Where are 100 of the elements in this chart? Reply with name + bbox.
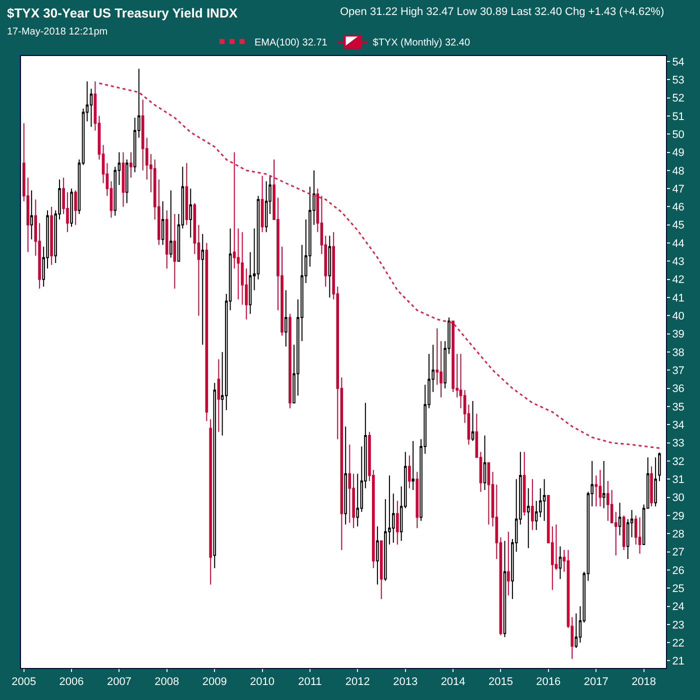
y-tick-label: 30	[672, 492, 684, 504]
x-tick-label: 2011	[298, 676, 322, 688]
y-tick-label: 32	[672, 456, 684, 468]
y-tick-label: 29	[672, 510, 684, 522]
y-tick-label: 52	[672, 92, 684, 105]
y-tick-label: 46	[672, 202, 684, 214]
x-tick-label: 2007	[106, 676, 132, 688]
candlestick	[503, 540, 506, 638]
y-tick-label: 45	[672, 220, 684, 232]
candlestick	[344, 426, 347, 526]
y-tick-label: 42	[672, 274, 684, 286]
y-tick-label: 44	[672, 238, 684, 250]
x-tick-label: 2010	[250, 676, 275, 688]
y-tick-label: 22	[672, 637, 684, 650]
y-tick-label: 27	[672, 546, 684, 559]
candlestick	[260, 175, 264, 233]
candlestick	[74, 190, 77, 226]
candlestick	[50, 206, 53, 266]
y-tick-label: 36	[672, 383, 684, 396]
y-tick-label: 31	[672, 474, 684, 486]
line-series	[98, 82, 660, 449]
x-tick-label: 2017	[584, 676, 608, 688]
legend-label: EMA(100) 32.71	[254, 37, 328, 48]
candlestick	[209, 418, 212, 585]
candlestick	[622, 514, 626, 550]
y-tick-label: 37	[672, 365, 684, 378]
candlestick	[658, 452, 661, 482]
candlestick	[606, 480, 610, 522]
text: Open 31.22 High 32.47 Low 30.89 Last 32.40 Chg +1.43 (+4.62%)	[340, 6, 664, 18]
y-tick-label: 21	[672, 656, 684, 668]
y-tick-label: 38	[672, 346, 684, 359]
y-tick-label: 39	[672, 328, 684, 341]
candlestick	[217, 358, 220, 432]
candlestick	[376, 526, 379, 585]
candlestick	[122, 152, 125, 208]
candlestick	[284, 290, 288, 348]
x-tick-label: 2018	[632, 676, 656, 688]
candlestick	[483, 435, 486, 491]
y-tick-label: 40	[672, 310, 684, 323]
chart-title: $TYX 30-Year US Treasury Yield INDX	[7, 6, 238, 20]
candlestick	[531, 478, 534, 530]
candlestick	[507, 531, 510, 596]
candlestick	[638, 516, 642, 554]
candlestick	[618, 502, 622, 536]
y-tick-label: 50	[672, 128, 684, 141]
candlestick	[654, 456, 657, 507]
candlestick	[396, 500, 399, 546]
candlestick	[416, 471, 419, 529]
candlestick	[526, 488, 530, 549]
candlestick	[650, 466, 653, 507]
legend-label: $TYX (Monthly) 32.40	[372, 37, 470, 48]
y-tick-label: 28	[672, 528, 684, 540]
candlestick	[602, 460, 606, 509]
candlestick	[522, 451, 526, 516]
x-tick-label: 2009	[202, 676, 227, 688]
y-tick-label: 41	[672, 292, 684, 304]
candlestick	[169, 190, 172, 258]
candlestick	[30, 190, 33, 240]
y-tick-label: 53	[672, 74, 684, 86]
candlestick	[288, 313, 292, 409]
candlestick	[471, 400, 474, 442]
candlestick	[189, 188, 192, 238]
y-tick-label: 25	[672, 582, 684, 595]
candlestick	[598, 470, 602, 507]
candlestick	[213, 382, 216, 569]
chart-subtitle: 17-May-2018 12:21pm	[7, 26, 108, 38]
y-tick-label: 34	[672, 420, 684, 432]
y-tick-label: 43	[672, 256, 684, 268]
candlestick	[130, 152, 132, 178]
candlestick	[542, 478, 546, 522]
y-tick-label: 24	[672, 601, 684, 614]
candlestick	[165, 210, 168, 269]
candlestick	[70, 188, 73, 228]
y-tick-label: 33	[672, 438, 684, 450]
y-tick-label: 35	[672, 401, 684, 414]
candlestick	[185, 162, 188, 226]
candlestick	[412, 440, 414, 491]
x-tick-label: 2005	[12, 676, 36, 688]
x-tick-label: 2012	[345, 676, 370, 688]
x-tick-label: 2013	[393, 676, 418, 688]
candlestick	[125, 159, 128, 204]
candlestick	[558, 546, 562, 580]
candlestick	[201, 233, 204, 346]
y-tick-label: 26	[672, 564, 684, 577]
y-tick-label: 23	[672, 619, 684, 632]
x-tick-label: 2006	[59, 676, 84, 688]
candlestick	[380, 540, 383, 600]
y-tick-label: 49	[672, 147, 684, 160]
candlestick	[173, 213, 176, 289]
y-tick-label: 48	[672, 165, 684, 178]
candlestick	[328, 235, 332, 298]
x-tick-label: 2016	[536, 676, 561, 688]
candlestick	[205, 242, 208, 422]
y-tick-label: 47	[672, 183, 684, 196]
x-tick-label: 2008	[154, 676, 180, 688]
y-tick-label: 51	[672, 110, 684, 123]
candlestick	[264, 180, 268, 233]
y-tick-label: 54	[672, 56, 684, 68]
candlestick	[487, 462, 490, 526]
x-tick-label: 2015	[488, 676, 513, 688]
